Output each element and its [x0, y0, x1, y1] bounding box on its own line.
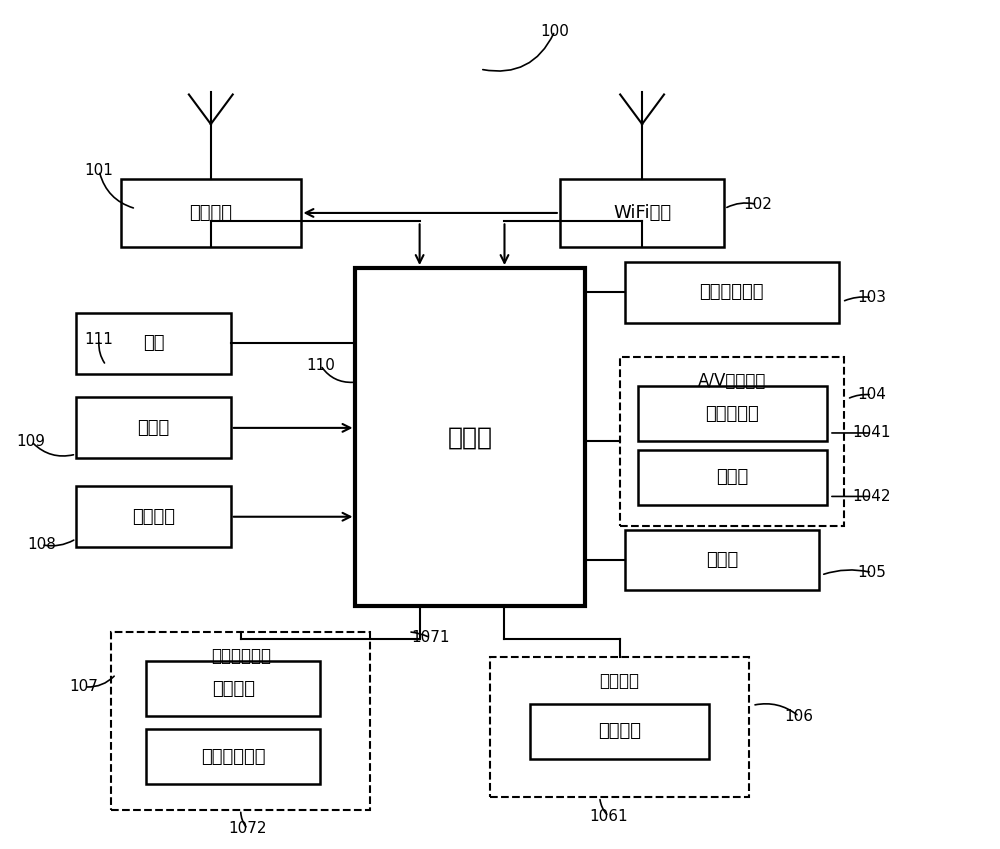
Text: 111: 111 — [85, 332, 114, 347]
Text: 处理器: 处理器 — [448, 425, 493, 449]
Text: 108: 108 — [27, 537, 56, 552]
Text: 1071: 1071 — [411, 630, 449, 645]
FancyBboxPatch shape — [76, 312, 231, 374]
Text: 用户输入单元: 用户输入单元 — [211, 647, 271, 665]
Text: 101: 101 — [85, 163, 114, 178]
Text: 107: 107 — [70, 679, 99, 694]
Text: 1072: 1072 — [228, 822, 267, 836]
FancyBboxPatch shape — [76, 486, 231, 548]
Text: 音频输出单元: 音频输出单元 — [700, 284, 764, 301]
Text: 109: 109 — [17, 434, 46, 449]
Text: 存储器: 存储器 — [137, 419, 170, 437]
FancyBboxPatch shape — [355, 268, 585, 606]
FancyBboxPatch shape — [490, 657, 749, 797]
FancyBboxPatch shape — [638, 386, 827, 441]
Text: 显示单元: 显示单元 — [600, 672, 640, 690]
Text: 103: 103 — [857, 290, 886, 305]
FancyBboxPatch shape — [111, 632, 370, 810]
FancyBboxPatch shape — [146, 729, 320, 784]
FancyBboxPatch shape — [625, 262, 839, 323]
Text: 106: 106 — [785, 709, 814, 724]
Text: 105: 105 — [858, 565, 886, 580]
Text: 显示面板: 显示面板 — [598, 722, 641, 740]
Text: 图形处理器: 图形处理器 — [705, 405, 759, 423]
FancyBboxPatch shape — [121, 179, 301, 247]
Text: 1061: 1061 — [589, 809, 628, 824]
Text: 麦克风: 麦克风 — [716, 469, 748, 486]
FancyBboxPatch shape — [560, 179, 724, 247]
Text: 102: 102 — [743, 197, 772, 212]
FancyBboxPatch shape — [146, 661, 320, 717]
FancyBboxPatch shape — [76, 397, 231, 458]
Text: WiFi模块: WiFi模块 — [613, 204, 671, 222]
Text: 射频单元: 射频单元 — [189, 204, 232, 222]
Text: 110: 110 — [306, 357, 335, 373]
Text: 其他输入设备: 其他输入设备 — [201, 748, 265, 766]
Text: 100: 100 — [540, 24, 569, 38]
FancyBboxPatch shape — [530, 704, 709, 759]
Text: 接口单元: 接口单元 — [132, 508, 175, 526]
Text: 触控面板: 触控面板 — [212, 680, 255, 698]
Text: 传感器: 传感器 — [706, 551, 738, 569]
Text: 1041: 1041 — [853, 425, 891, 441]
FancyBboxPatch shape — [638, 450, 827, 505]
Text: 电源: 电源 — [143, 335, 164, 352]
Text: 104: 104 — [858, 387, 886, 402]
FancyBboxPatch shape — [625, 531, 819, 589]
FancyBboxPatch shape — [620, 357, 844, 526]
Text: 1042: 1042 — [853, 489, 891, 504]
Text: A/V输入单元: A/V输入单元 — [698, 372, 766, 390]
